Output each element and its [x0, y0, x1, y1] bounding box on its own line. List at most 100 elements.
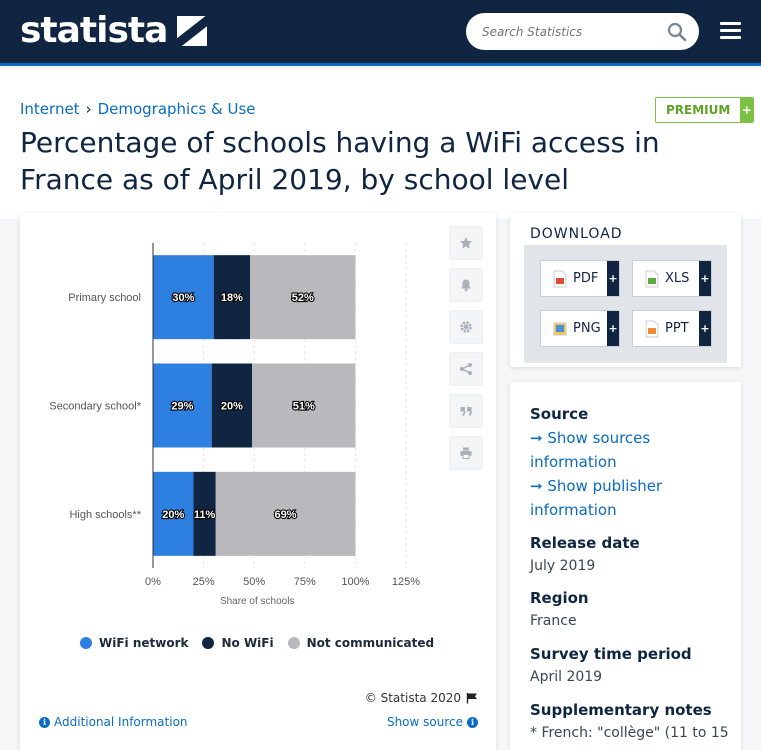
info-icon: i	[467, 716, 478, 728]
legend-dot-no-wifi	[202, 637, 215, 649]
premium-badge[interactable]: PREMIUM +	[655, 97, 755, 123]
show-sources-line2: information	[530, 453, 617, 471]
data-label: 30%	[172, 292, 194, 304]
data-label: 18%	[221, 292, 243, 304]
ppt-file-icon	[645, 320, 659, 337]
data-label: 20%	[162, 509, 184, 521]
region-value: France	[530, 613, 577, 629]
legend-dot-wifi	[80, 637, 92, 649]
chart: 30% 18% 52% Primary school 29% 20% 51% Secondar…	[49, 243, 420, 607]
png-label: PNG	[573, 321, 601, 336]
logo-text: statista	[20, 10, 168, 51]
data-label: 20%	[221, 401, 243, 413]
source-section: Source ➞ Show sources information ➞ Show…	[530, 402, 662, 522]
statista-logo[interactable]: statista	[20, 10, 208, 51]
survey-period-section: Survey time period April 2019	[530, 642, 692, 688]
printer-icon	[460, 447, 472, 459]
show-sources-line1: ➞ Show sources	[530, 429, 651, 447]
data-label: 51%	[293, 401, 315, 413]
breadcrumb-internet[interactable]: Internet	[20, 100, 80, 118]
chart-card: 30% 18% 52% Primary school 29% 20% 51% Secondar…	[20, 213, 496, 750]
show-publisher-link[interactable]: ➞ Show publisher information	[530, 474, 662, 522]
release-date-section: Release date July 2019	[530, 531, 640, 577]
category-label: High schools**	[69, 509, 141, 521]
favorite-button[interactable]	[449, 226, 483, 260]
flag-icon[interactable]	[466, 692, 478, 704]
category-label: Primary school	[68, 292, 141, 304]
logo-mark-icon	[177, 16, 208, 46]
bar-segment	[153, 363, 212, 448]
page-header-area	[0, 69, 761, 219]
download-xls-button[interactable]: XLS +	[632, 260, 712, 297]
chart-copyright: © Statista 2020	[365, 691, 478, 705]
page-title: Percentage of schools having a WiFi acce…	[20, 126, 660, 196]
pdf-file-icon	[553, 270, 567, 287]
hamburger-menu-icon[interactable]	[720, 22, 741, 40]
chart-legend: WiFi network No WiFi Not communicated	[80, 636, 434, 650]
search-input[interactable]	[482, 24, 667, 39]
bar-segment	[215, 471, 356, 556]
data-label: 69%	[275, 509, 297, 521]
search-icon[interactable]	[667, 22, 687, 42]
x-tick-label: 100%	[341, 576, 369, 588]
survey-period-value: April 2019	[530, 669, 603, 685]
x-tick-label: 25%	[193, 576, 215, 588]
bar-segment	[250, 255, 356, 340]
settings-button[interactable]	[449, 310, 483, 344]
gear-icon	[460, 321, 472, 333]
copyright-text: © Statista 2020	[364, 691, 461, 705]
region-section: Region France	[530, 586, 589, 632]
notification-button[interactable]	[449, 268, 483, 302]
share-button[interactable]	[449, 352, 483, 386]
premium-label: PREMIUM	[656, 98, 741, 122]
bar-segment	[211, 363, 253, 448]
additional-information-label: Additional Information	[54, 715, 188, 729]
cite-button[interactable]	[449, 394, 483, 428]
show-source-link[interactable]: Show source i	[387, 715, 478, 729]
legend-item-not-communicated[interactable]: Not communicated	[287, 636, 434, 650]
x-axis-label: Share of schools	[220, 596, 295, 607]
xls-label: XLS	[665, 271, 690, 286]
legend-label-wifi: WiFi network	[99, 636, 189, 650]
xls-plus: +	[699, 261, 711, 296]
x-tick-label: 50%	[243, 576, 265, 588]
data-label: 11%	[194, 509, 216, 521]
data-label: 29%	[171, 401, 193, 413]
info-icon: i	[39, 716, 50, 728]
star-icon	[460, 237, 472, 249]
additional-information-link[interactable]: i Additional Information	[39, 715, 188, 729]
download-grid: PDF + XLS + PNG + PPT +	[524, 245, 727, 363]
survey-period-heading: Survey time period	[530, 645, 692, 663]
breadcrumb-separator: ›	[85, 100, 92, 118]
xls-file-icon	[645, 270, 659, 287]
x-tick-label: 0%	[145, 576, 161, 588]
search-box[interactable]	[466, 13, 699, 50]
data-label: 52%	[292, 292, 314, 304]
bell-icon	[461, 279, 471, 292]
bar-segment	[213, 255, 251, 340]
show-source-label: Show source	[386, 715, 463, 729]
pdf-plus: +	[607, 261, 619, 296]
premium-plus: +	[740, 98, 754, 122]
ppt-plus: +	[699, 311, 711, 346]
ppt-label: PPT	[665, 321, 689, 336]
pdf-label: PDF	[573, 271, 599, 286]
download-title: DOWNLOAD	[530, 226, 623, 242]
print-button[interactable]	[449, 436, 483, 470]
category-label: Secondary school*	[49, 401, 141, 413]
release-date-heading: Release date	[530, 534, 640, 552]
show-publisher-line2: information	[530, 501, 617, 519]
bar-segment	[153, 255, 214, 340]
download-ppt-button[interactable]: PPT +	[632, 310, 712, 347]
legend-item-wifi[interactable]: WiFi network	[80, 636, 188, 650]
supplementary-notes-value: * French: "collège" (11 to 15	[530, 725, 729, 741]
show-sources-link[interactable]: ➞ Show sources information	[530, 426, 662, 474]
png-file-icon	[553, 322, 567, 335]
png-plus: +	[607, 311, 619, 346]
breadcrumb-demographics[interactable]: Demographics & Use	[97, 100, 256, 118]
bar-segment	[252, 363, 356, 448]
download-pdf-button[interactable]: PDF +	[540, 260, 620, 297]
top-navbar: statista	[0, 0, 761, 66]
download-png-button[interactable]: PNG +	[540, 310, 620, 347]
legend-item-no-wifi[interactable]: No WiFi	[202, 636, 274, 650]
